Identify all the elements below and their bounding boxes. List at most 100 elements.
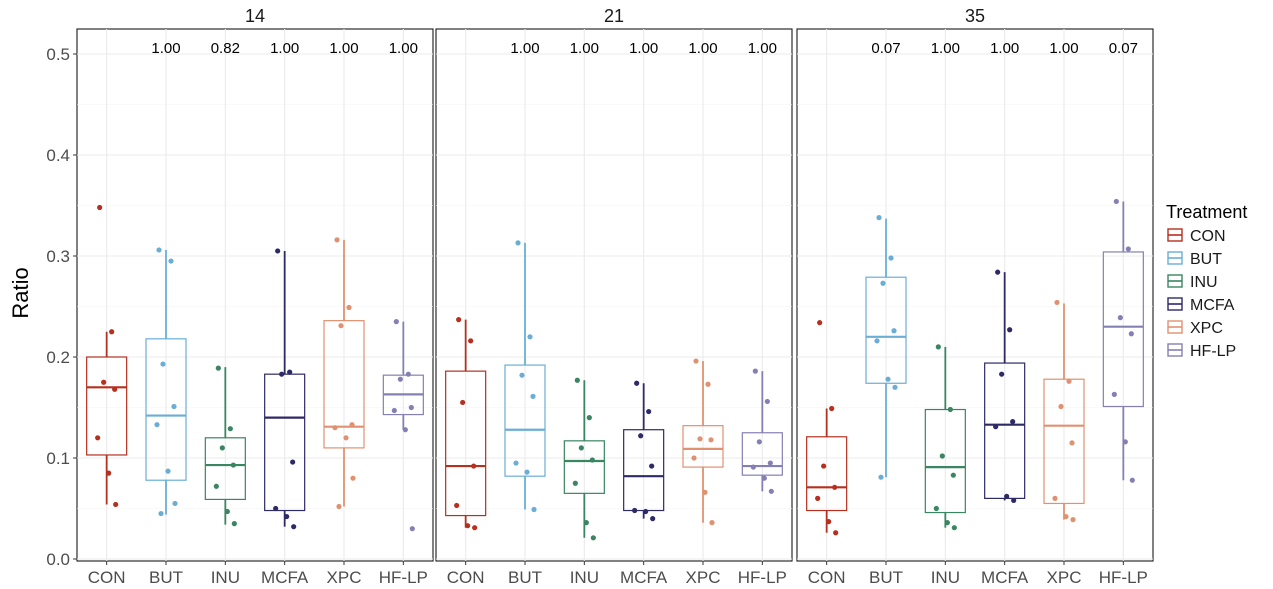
x-tick-label: HF-LP (1099, 568, 1148, 587)
legend-entry-xpc: XPC (1167, 320, 1223, 337)
data-point (697, 436, 703, 442)
data-point (1058, 403, 1064, 410)
data-point (336, 503, 342, 510)
data-point (650, 516, 656, 522)
box-body (1102, 251, 1144, 408)
data-point (826, 519, 832, 525)
legend-title: Treatment (1166, 202, 1247, 222)
data-point (95, 435, 101, 441)
box-con (445, 319, 487, 528)
data-point (756, 439, 762, 445)
box-body (984, 362, 1026, 499)
data-point (995, 269, 1001, 275)
data-point (1004, 493, 1010, 499)
y-tick-label: 0.5 (46, 45, 70, 64)
p-value-label: 1.00 (570, 40, 599, 57)
data-point (951, 525, 957, 531)
data-point (643, 508, 649, 515)
x-tick-label: XPC (1047, 568, 1082, 587)
data-point (165, 468, 171, 474)
data-point (343, 435, 349, 441)
box-body (865, 276, 907, 384)
data-point (578, 445, 584, 451)
data-point (460, 399, 466, 406)
box-hf-lp (382, 321, 424, 430)
box-mcfa (984, 272, 1026, 501)
legend-entry-hf-lp: HF-LP (1167, 343, 1236, 360)
data-point (397, 376, 403, 382)
data-point (888, 255, 894, 261)
box-body (264, 373, 306, 512)
data-point (586, 415, 592, 421)
data-point (519, 372, 525, 378)
data-point (1063, 513, 1069, 520)
box-body (741, 432, 783, 476)
data-point (767, 460, 773, 466)
data-point (101, 379, 107, 385)
box-xpc (682, 361, 724, 523)
box-body (86, 356, 128, 456)
box-inu (924, 346, 966, 528)
facet-title: 21 (604, 6, 624, 26)
data-point (230, 462, 236, 468)
y-tick-label: 0.4 (46, 146, 70, 165)
data-point (1069, 440, 1075, 446)
data-point (284, 513, 290, 520)
data-point (999, 371, 1005, 377)
data-point (829, 405, 835, 412)
data-point (752, 368, 758, 374)
x-tick-label: INU (931, 568, 960, 587)
facet-title: 14 (245, 6, 265, 26)
p-value-label: 0.82 (211, 40, 240, 57)
p-value-label: 1.00 (329, 40, 358, 57)
data-point (705, 381, 711, 387)
data-point (287, 369, 293, 375)
box-body (323, 320, 365, 449)
data-point (1129, 477, 1135, 483)
data-point (638, 433, 644, 439)
x-tick-label: CON (447, 568, 485, 587)
data-point (950, 472, 956, 478)
data-point (97, 204, 103, 211)
y-tick-label: 0.3 (46, 247, 70, 266)
data-point (524, 469, 530, 475)
data-point (939, 453, 945, 459)
data-point (471, 463, 477, 469)
x-tick-label: MCFA (620, 568, 668, 587)
box-body (806, 436, 848, 512)
legend-label: XPC (1190, 320, 1223, 337)
data-point (405, 371, 411, 377)
data-point (589, 457, 595, 463)
x-tick-label: INU (211, 568, 240, 587)
data-point (409, 526, 415, 532)
data-point (402, 427, 408, 433)
x-tick-label: XPC (327, 568, 362, 587)
data-point (168, 258, 174, 264)
data-point (338, 323, 344, 329)
data-point (885, 376, 891, 382)
data-point (892, 384, 898, 390)
data-point (215, 365, 221, 371)
x-tick-label: BUT (508, 568, 542, 587)
x-tick-label: CON (808, 568, 846, 587)
box-body (504, 364, 546, 477)
box-body (145, 338, 187, 481)
box-but (865, 218, 907, 478)
p-value-label: 1.00 (990, 40, 1019, 57)
data-point (1011, 497, 1017, 504)
legend-label: HF-LP (1190, 343, 1236, 360)
facet-panels: 14 1.00 0.82 1.00 1.00 1.00 CON BUT INU MCFA XPC HF… (46, 6, 1154, 587)
data-point (1128, 331, 1134, 337)
p-value-label: 0.07 (871, 40, 900, 57)
data-point (708, 437, 714, 443)
data-point (527, 334, 533, 340)
data-point (833, 530, 839, 536)
legend-entry-inu: INU (1167, 274, 1218, 291)
p-value-label: 1.00 (389, 40, 418, 57)
data-point (646, 408, 652, 415)
data-point (1117, 315, 1123, 321)
y-tick-label: 0.0 (46, 550, 70, 569)
data-point (334, 237, 340, 243)
data-point (1066, 378, 1072, 384)
x-tick-label: INU (570, 568, 599, 587)
